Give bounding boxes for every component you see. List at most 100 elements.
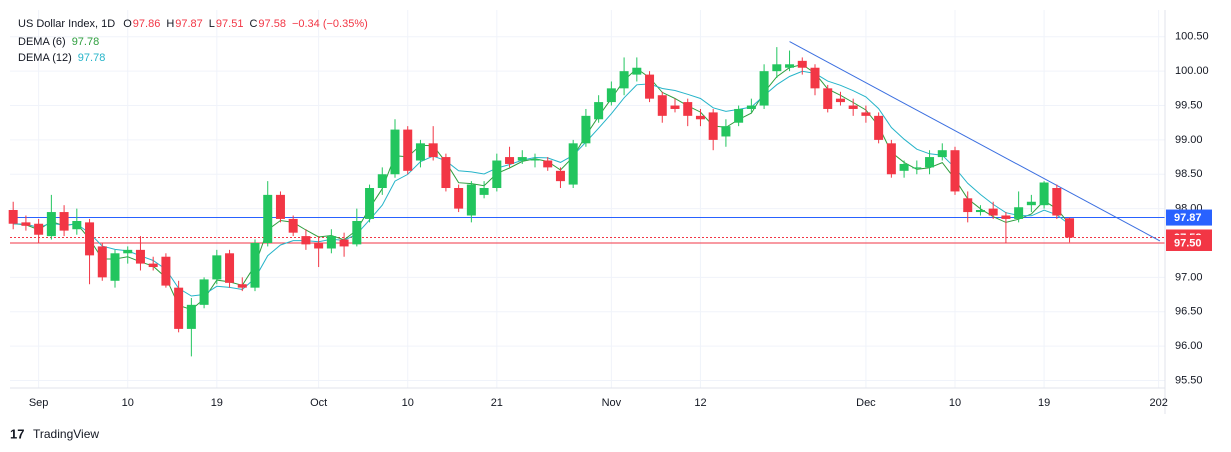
indicator-line <box>13 70 1070 297</box>
candle-body <box>441 157 451 189</box>
x-tick-label: 10 <box>949 397 961 409</box>
brand-name: TradingView <box>33 427 99 441</box>
change: −0.34 (−0.35%) <box>292 18 368 30</box>
x-tick-label: 21 <box>491 397 503 409</box>
candle-body <box>683 102 693 116</box>
candle-body <box>708 112 718 140</box>
candle-body <box>721 126 731 137</box>
trendline <box>789 41 1161 242</box>
candle-body <box>46 212 56 237</box>
candle-body <box>797 60 807 68</box>
candle-body <box>301 236 311 245</box>
y-tick-label: 100.50 <box>1175 31 1209 43</box>
candle-body <box>390 129 400 175</box>
candle-body <box>657 95 667 116</box>
candle-body <box>975 209 985 213</box>
candle-body <box>1001 215 1011 219</box>
plot-area <box>8 10 1165 388</box>
price-label-box <box>1166 209 1212 226</box>
header-values: O 97.86 H 97.87 L 97.51 C 97.58 −0.34 (−0.35%) DE… <box>18 18 368 64</box>
candle-body <box>314 242 324 249</box>
price-label: 97.50 <box>1174 237 1202 249</box>
y-tick-label: 96.00 <box>1175 340 1203 352</box>
y-tick-label: 98.50 <box>1175 168 1203 180</box>
candle-body <box>454 188 464 209</box>
x-tick-label: 19 <box>1038 397 1050 409</box>
y-tick-label: 100.00 <box>1175 65 1209 77</box>
x-tick-label: 19 <box>211 397 223 409</box>
candle-body <box>505 157 515 164</box>
y-tick-label: 96.50 <box>1175 306 1203 318</box>
ohlc-label: O <box>123 18 132 30</box>
x-tick-label: Sep <box>29 397 49 409</box>
candle-body <box>568 143 578 185</box>
ohlc-value: 97.51 <box>216 18 244 30</box>
candle-body <box>1026 201 1036 206</box>
x-tick-label: Dec <box>856 397 876 409</box>
candle-body <box>950 150 960 192</box>
candle-body <box>415 143 425 161</box>
candle-body <box>72 220 82 230</box>
candle-body <box>1065 218 1075 238</box>
ohlc-value: 97.87 <box>175 18 203 30</box>
candle-body <box>606 88 616 103</box>
candle-body <box>619 71 629 89</box>
x-tick-label: 12 <box>694 397 706 409</box>
candle-body <box>250 242 260 288</box>
indicator-value: 97.78 <box>72 36 100 48</box>
candle-body <box>225 253 235 283</box>
candle-body <box>925 157 935 168</box>
candle-body <box>21 222 31 226</box>
ohlc-label: H <box>166 18 174 30</box>
candle-body <box>466 184 476 216</box>
candle-body <box>1014 207 1024 219</box>
candle-body <box>543 160 553 168</box>
chart-title: US Dollar Index, 1D <box>18 18 115 30</box>
candle-body <box>874 115 884 140</box>
candle-body <box>517 157 527 161</box>
candle-body <box>237 284 247 288</box>
candle-body <box>963 198 973 213</box>
candle-body <box>97 246 107 278</box>
x-tick-label: Nov <box>602 397 622 409</box>
y-tick-label: 99.50 <box>1175 99 1203 111</box>
candle-body <box>275 194 285 219</box>
y-tick-label: 95.50 <box>1175 374 1203 386</box>
candle-body <box>670 105 680 109</box>
y-tick-label: 97.00 <box>1175 271 1203 283</box>
candle-body <box>403 129 413 171</box>
candle-body <box>912 167 922 169</box>
candle-body <box>339 239 349 247</box>
candle-body <box>161 256 171 286</box>
candle-body <box>110 253 120 281</box>
x-tick-label: 10 <box>122 397 134 409</box>
candle-body <box>555 170 565 182</box>
brand: 17 TradingView <box>10 426 99 441</box>
candle-body <box>492 160 502 189</box>
candle-body <box>1052 188 1062 216</box>
candle-body <box>759 71 769 106</box>
candle-body <box>1039 182 1049 206</box>
indicator-value: 97.78 <box>78 52 106 64</box>
candle-body <box>148 263 158 268</box>
candle-body <box>594 102 604 120</box>
brand-logo: 17 <box>10 426 24 441</box>
price-label-box <box>1166 234 1212 251</box>
candle-body <box>263 194 273 243</box>
indicator-name: DEMA (6) <box>18 36 66 48</box>
candle-body <box>199 279 209 305</box>
candle-body <box>59 212 69 231</box>
candle-body <box>8 209 18 224</box>
candle-body <box>352 220 362 245</box>
candle-body <box>632 67 642 75</box>
x-tick-label: 10 <box>402 397 414 409</box>
candle-body <box>530 159 540 161</box>
candle-body <box>581 115 591 144</box>
candle-body <box>85 222 95 256</box>
candle-body <box>988 208 998 216</box>
candle-body <box>645 74 655 99</box>
price-label: 97.87 <box>1174 212 1202 224</box>
candle-body <box>886 143 896 175</box>
